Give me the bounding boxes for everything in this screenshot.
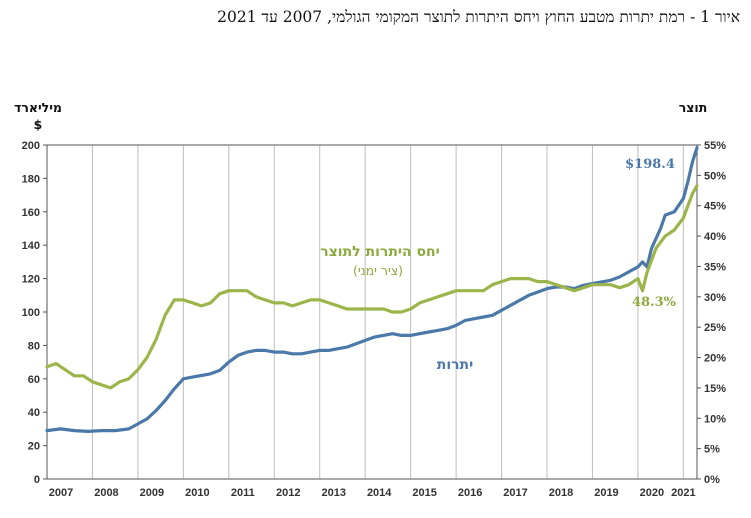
- right-tick-label: 35%: [704, 261, 726, 273]
- left-tick-label: 80: [28, 340, 40, 352]
- year-label: 2015: [412, 487, 436, 499]
- ratio-line: [45, 184, 699, 390]
- reserves-line: [45, 146, 699, 433]
- right-tick-label: 50%: [704, 170, 726, 182]
- right-tick-label: 15%: [704, 383, 726, 395]
- left-tick-label: 140: [22, 240, 40, 252]
- right-tick-label: 20%: [704, 353, 726, 365]
- left-tick-label: 180: [22, 173, 40, 185]
- year-label: 2021: [671, 487, 695, 499]
- reserves-series-name: יתרות: [437, 357, 473, 373]
- ratio-end-label: 48.3%: [632, 295, 677, 310]
- chart-title: איור 1 - רמת יתרות מטבע החוץ ויחס היתרות…: [217, 8, 740, 26]
- axes: 0 20 40 60 80 100 120 140 160 180 200 0% 5% 10% 15% 20%…: [22, 140, 727, 499]
- right-tick-label: 0%: [704, 474, 720, 486]
- year-label: 2020: [640, 487, 664, 499]
- right-tick-label: 55%: [704, 140, 726, 152]
- right-tick-label: 40%: [704, 231, 726, 243]
- ratio-series-sub: (ציר ימני): [353, 263, 403, 278]
- left-tick-label: 0: [34, 474, 40, 486]
- left-tick-label: 200: [22, 140, 40, 152]
- left-tick-label: 160: [22, 207, 40, 219]
- left-tick-label: 100: [22, 307, 40, 319]
- year-label: 2010: [185, 487, 209, 499]
- left-tick-label: 60: [28, 374, 40, 386]
- right-tick-label: 30%: [704, 292, 726, 304]
- year-label: 2016: [458, 487, 482, 499]
- series-lines: [45, 146, 699, 433]
- labels: מיליארד $ תוצר יחס היתרות לתוצר (ציר ימנ…: [14, 100, 707, 373]
- right-tick-label: 25%: [704, 322, 726, 334]
- ratio-series-name: יחס היתרות לתוצר: [320, 244, 440, 260]
- left-tick-label: 20: [28, 441, 40, 453]
- year-label: 2011: [231, 487, 255, 499]
- year-label: 2012: [276, 487, 300, 499]
- right-tick-label: 45%: [704, 201, 726, 213]
- year-label: 2013: [321, 487, 345, 499]
- right-tick-label: 5%: [704, 444, 720, 456]
- year-label: 2009: [140, 487, 164, 499]
- year-label: 2017: [503, 487, 527, 499]
- right-axis-unit: תוצר: [679, 100, 708, 115]
- year-label: 2007: [49, 487, 73, 499]
- left-tick-label: 120: [22, 274, 40, 286]
- plot-frame: [46, 144, 698, 480]
- left-axis-unit-line1: מיליארד: [14, 100, 62, 115]
- year-label: 2019: [594, 487, 618, 499]
- reserves-end-label: $198.4: [625, 157, 675, 172]
- left-axis-unit-line2: $: [34, 117, 43, 132]
- year-label: 2018: [549, 487, 573, 499]
- left-tick-label: 40: [28, 407, 40, 419]
- right-tick-label: 10%: [704, 413, 726, 425]
- year-label: 2008: [94, 487, 118, 499]
- year-label: 2014: [367, 487, 392, 499]
